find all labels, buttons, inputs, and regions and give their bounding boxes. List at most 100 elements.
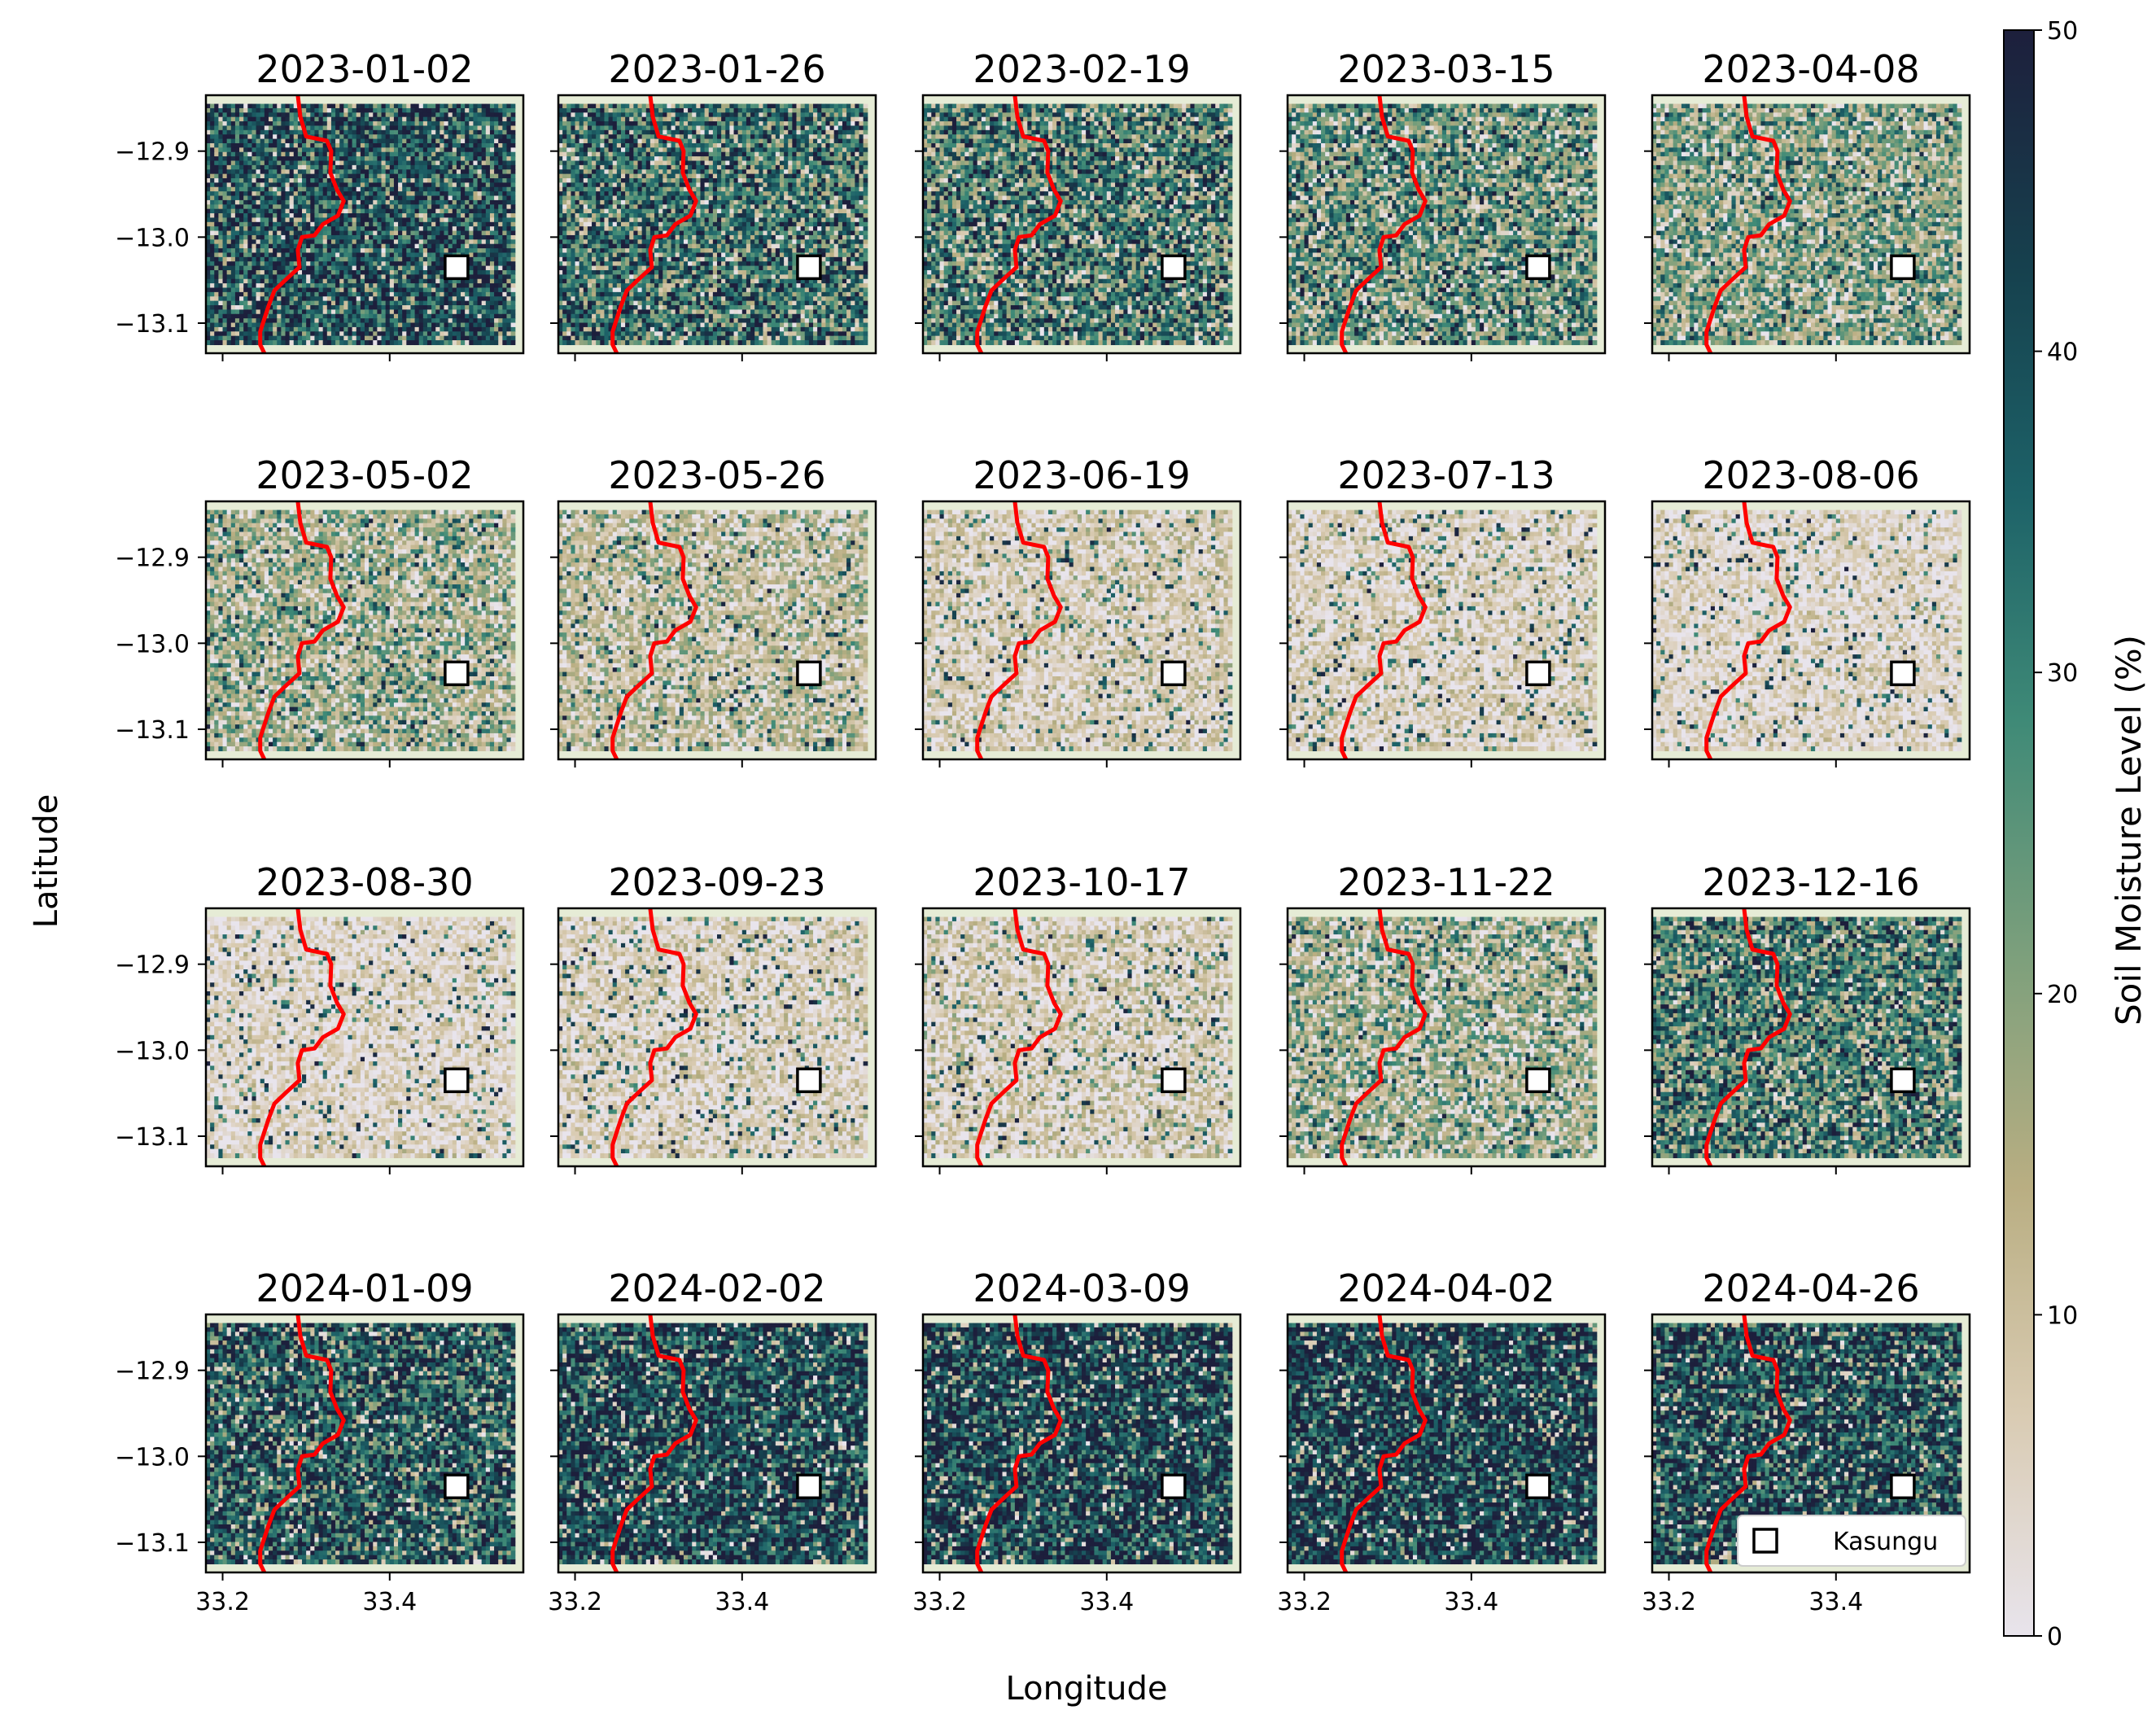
y-tick-label: −12.9: [115, 544, 190, 573]
kasungu-marker: [1891, 256, 1914, 278]
y-tick-label: −12.9: [115, 138, 190, 167]
kasungu-marker: [445, 256, 468, 278]
kasungu-marker: [445, 662, 468, 684]
map-panel: 2023-11-22: [1278, 860, 1607, 1174]
kasungu-marker: [445, 1069, 468, 1091]
map-panel: 2023-02-19: [913, 47, 1242, 361]
heatmap-cells: [558, 1323, 868, 1564]
panel-title: 2023-02-19: [973, 47, 1190, 91]
map-panel: 2023-05-26: [549, 453, 877, 767]
panel-title: 2023-11-22: [1337, 860, 1555, 904]
colorbar-tick-label: 50: [2047, 17, 2078, 46]
kasungu-marker: [798, 256, 820, 278]
y-tick-label: −13.0: [115, 224, 190, 252]
map-panel: 2023-12-16: [1642, 860, 1971, 1174]
x-tick-label: 33.2: [912, 1588, 967, 1616]
panel-title: 2023-08-06: [1702, 453, 1919, 497]
kasungu-marker: [1527, 256, 1550, 278]
panel-title: 2023-06-19: [973, 453, 1190, 497]
kasungu-marker: [1527, 1069, 1550, 1091]
heatmap-cells: [1288, 917, 1597, 1158]
y-axis-label: Latitude: [28, 794, 65, 929]
panel-title: 2023-01-02: [256, 47, 473, 91]
panel-title: 2023-03-15: [1337, 47, 1555, 91]
y-tick-label: −13.0: [115, 630, 190, 658]
colorbar-label: Soil Moisture Level (%): [2109, 635, 2149, 1025]
map-panel: 2023-01-26: [549, 47, 877, 361]
legend: Kasungu: [1738, 1515, 1966, 1566]
x-tick-label: 33.4: [1079, 1588, 1134, 1616]
panel-title: 2023-01-26: [608, 47, 825, 91]
panel-title: 2023-07-13: [1337, 453, 1555, 497]
colorbar-tick-label: 20: [2047, 981, 2078, 1009]
panel-title: 2023-04-08: [1702, 47, 1919, 91]
map-panel: 2024-02-02 33.2 33.4: [548, 1266, 877, 1616]
panel-title: 2024-04-02: [1337, 1266, 1555, 1310]
heatmap-cells: [923, 510, 1232, 751]
heatmap-cells: [558, 104, 868, 345]
colorbar-tick-label: 40: [2047, 339, 2078, 367]
heatmap-cells: [1652, 917, 1961, 1158]
y-tick-label: −12.9: [115, 951, 190, 980]
x-tick-label: 33.4: [715, 1588, 769, 1616]
heatmap-cells: [206, 917, 515, 1158]
heatmap-cells: [923, 104, 1232, 345]
kasungu-marker: [1162, 1475, 1185, 1498]
map-panel: 2024-03-09 33.2 33.4: [912, 1266, 1242, 1616]
panel-title: 2023-09-23: [608, 860, 825, 904]
map-panel: 2024-01-09−12.9−13.0−13.133.2 33.4: [115, 1266, 525, 1616]
heatmap-cells: [558, 917, 868, 1158]
colorbar-gradient: [2004, 30, 2034, 1636]
map-panel: 2023-07-13: [1278, 453, 1607, 767]
x-tick-label: 33.4: [362, 1588, 417, 1616]
colorbar-tick-label: 10: [2047, 1301, 2078, 1330]
colorbar-tick-label: 30: [2047, 659, 2078, 688]
panels-grid: 2023-01-02 −12.9 −13.0 −13.1 2023-01-26 2023-…: [115, 47, 1971, 1616]
kasungu-marker: [798, 662, 820, 684]
x-tick-label: 33.2: [1277, 1588, 1332, 1616]
colorbar: 0 10 20 30 40 50 Soil Moisture Level (%): [2004, 17, 2149, 1651]
x-tick-label: 33.2: [548, 1588, 602, 1616]
y-tick-label: −13.1: [115, 716, 190, 745]
kasungu-marker: [1891, 662, 1914, 684]
map-panel: 2023-04-08: [1642, 47, 1971, 361]
panel-title: 2023-10-17: [973, 860, 1190, 904]
map-panel: 2023-05-02 −12.9 −13.0 −13.1: [115, 453, 525, 767]
x-tick-label: 33.4: [1444, 1588, 1498, 1616]
panel-title: 2023-08-30: [256, 860, 473, 904]
map-panel: 2023-10-17: [913, 860, 1242, 1174]
kasungu-marker: [798, 1069, 820, 1091]
kasungu-marker: [1162, 256, 1185, 278]
heatmap-cells: [1652, 510, 1961, 751]
panel-title: 2023-12-16: [1702, 860, 1919, 904]
panel-title: 2024-04-26: [1702, 1266, 1919, 1310]
y-tick-label: −12.9: [115, 1358, 190, 1386]
heatmap-cells: [1288, 104, 1597, 345]
heatmap-cells: [1288, 1323, 1597, 1564]
heatmap-cells: [206, 510, 515, 751]
kasungu-marker: [798, 1475, 820, 1498]
heatmap-cells: [558, 510, 868, 751]
y-tick-label: −13.0: [115, 1443, 190, 1472]
kasungu-marker: [1891, 1475, 1914, 1498]
kasungu-marker: [1527, 1475, 1550, 1498]
panel-title: 2024-02-02: [608, 1266, 825, 1310]
legend-label: Kasungu: [1833, 1528, 1938, 1556]
map-panel: 2023-03-15: [1278, 47, 1607, 361]
colorbar-tick-label: 0: [2047, 1623, 2062, 1651]
colorbar-ticks: 0 10 20 30 40 50: [2034, 17, 2078, 1651]
kasungu-marker: [1527, 662, 1550, 684]
map-panel: 2023-08-30−12.9−13.0−13.1: [115, 860, 525, 1174]
heatmap-cells: [1652, 104, 1961, 345]
kasungu-marker: [1891, 1069, 1914, 1091]
map-panel: 2023-01-02−12.9−13.0−13.1: [115, 47, 525, 361]
map-panel: 2024-04-02 33.2 33.4: [1277, 1266, 1607, 1616]
map-panel: 2023-08-06: [1642, 453, 1971, 767]
heatmap-cells: [923, 917, 1232, 1158]
panel-title: 2024-03-09: [973, 1266, 1190, 1310]
kasungu-marker: [1162, 1069, 1185, 1091]
heatmap-cells: [206, 104, 515, 345]
panel-title: 2023-05-02: [256, 453, 473, 497]
